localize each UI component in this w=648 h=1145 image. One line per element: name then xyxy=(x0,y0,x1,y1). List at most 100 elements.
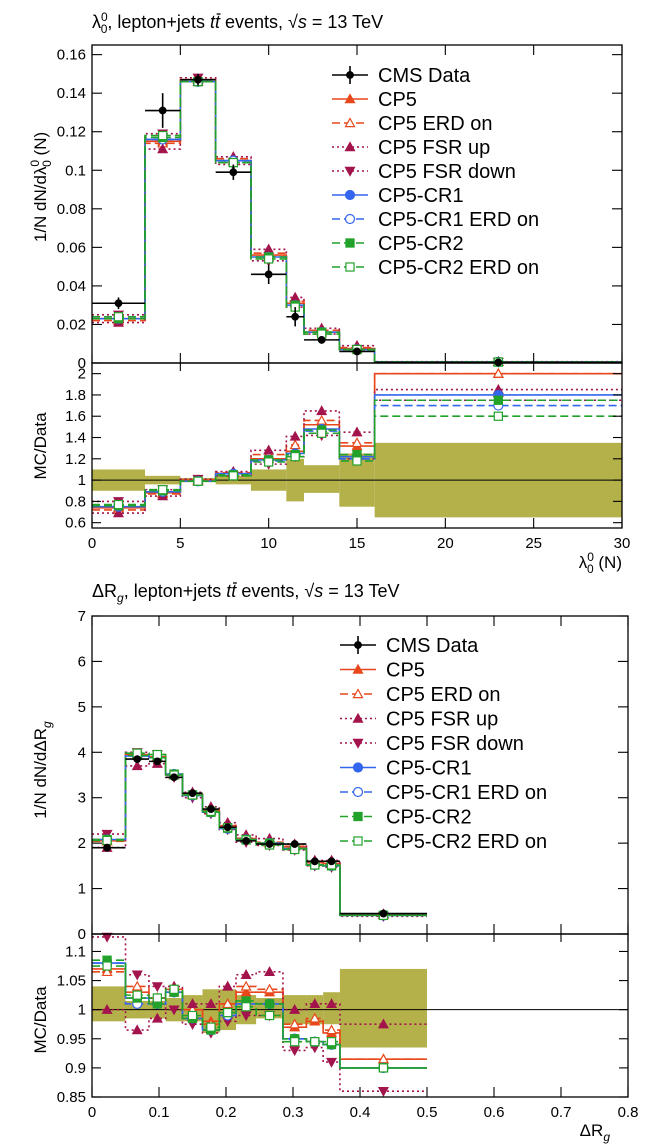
lambda-y-tick-label: 0.06 xyxy=(57,239,86,256)
lambda-legend-marker xyxy=(344,117,356,128)
deltaR-band-bin-0 xyxy=(92,986,126,1022)
lambda-band-bin-6 xyxy=(304,465,340,493)
deltaR-legend-entry-cr1: CP5-CR1 xyxy=(340,758,472,780)
deltaR-x-tick-label: 0.6 xyxy=(484,1104,505,1121)
lambda-x-tick-label: 0 xyxy=(88,535,96,552)
lambda-x-tick-label: 5 xyxy=(176,535,184,552)
deltaR-cp5_erd-ratio-point-9 xyxy=(289,1018,301,1029)
lambda-cr2_erd-ratio-point-6 xyxy=(317,428,327,438)
deltaR-fsr_up-ratio-point-0 xyxy=(101,1003,113,1014)
lambda-y-tick-label: 0.08 xyxy=(57,201,86,218)
deltaR-cr2_erd-ratio-point-3 xyxy=(169,984,179,994)
lambda-cp5-main-line xyxy=(92,78,622,363)
deltaR-ratio-tick-label: 1.05 xyxy=(57,973,86,990)
lambda-ratio-tick-label: 1.4 xyxy=(65,430,86,447)
deltaR-cr2_erd-ratio-point-4 xyxy=(187,1010,198,1021)
lambda-x-axis-label: λ0 0 (N) xyxy=(579,550,622,576)
deltaR-data-point-11 xyxy=(327,857,336,866)
deltaR-ratio-axis-label: MC/Data xyxy=(31,986,50,1054)
deltaR-fsr_up-ratio-point-11 xyxy=(326,998,338,1009)
deltaR-cr2_erd-ratio-line xyxy=(92,965,427,1069)
deltaR-cr1-main-line xyxy=(92,755,427,917)
deltaR-cp5_erd-ratio-point-11 xyxy=(326,1024,338,1035)
lambda-x-tick-label: 10 xyxy=(260,535,277,552)
lambda-ratio-tick-label: 2 xyxy=(78,366,86,383)
deltaR-cp5-ratio-point-7 xyxy=(240,986,252,997)
deltaR-axes: 0 0.1 0.2 0.3 0.4 0.5 0.6 0.7 0.8 0 1 2 3 4 5 6 7 0.85 0.9… xyxy=(57,608,639,1121)
lambda-cr2_erd-point-1 xyxy=(158,130,168,141)
deltaR-legend-marker xyxy=(352,762,364,773)
deltaR-cp5_erd-ratio-point-10 xyxy=(309,1012,321,1023)
lambda-legend-label: CP5 ERD on xyxy=(378,113,493,135)
deltaR-legend-entry-fsr_up: CP5 FSR up xyxy=(340,709,498,731)
deltaR-cr2_erd-ratio-point-2 xyxy=(152,993,162,1003)
lambda-data-point-1 xyxy=(158,106,167,115)
deltaR-x-tick-label: 0.7 xyxy=(551,1104,572,1121)
deltaR-fsr_up-ratio-point-5 xyxy=(205,998,217,1009)
lambda-ratio-tick-label: 0.8 xyxy=(65,493,86,510)
deltaR-fsr_up-ratio-point-12 xyxy=(377,1018,389,1029)
deltaR-cp5-main-line xyxy=(92,753,427,916)
deltaR-y-tick-label: 2 xyxy=(78,835,86,852)
deltaR-cr2_erd-ratio-point-7 xyxy=(241,1002,251,1012)
lambda-cr2_erd-ratio-point-8 xyxy=(493,411,503,421)
lambda-data-point-0 xyxy=(114,299,123,308)
deltaR-band-bin-12 xyxy=(339,968,427,1048)
deltaR-fsr_up-ratio-point-7 xyxy=(240,969,252,979)
lambda-y-tick-label: 0 xyxy=(78,355,86,372)
lambda-legend-entry-fsr_down: CP5 FSR down xyxy=(332,161,516,183)
lambda-x-tick-label: 30 xyxy=(614,535,631,552)
lambda-legend-marker xyxy=(345,262,355,272)
lambda-ratio-tick-label: 1.6 xyxy=(65,408,86,425)
deltaR-cp5_erd-main-line xyxy=(92,753,427,916)
lambda-y-tick-label: 0.14 xyxy=(57,85,86,102)
deltaR-legend-entry-cr1_erd: CP5-CR1 ERD on xyxy=(340,782,547,804)
lambda-fsr_up-ratio-point-5 xyxy=(289,430,301,441)
deltaR-legend-label: CP5 ERD on xyxy=(386,684,501,706)
deltaR-cr2-ratio-point-8 xyxy=(264,999,275,1009)
deltaR-cp5_erd-ratio-point-0 xyxy=(101,966,113,977)
deltaR-data-point-8 xyxy=(265,840,274,848)
lambda-data-point-6 xyxy=(317,335,326,344)
lambda-legend-label: CP5-CR2 ERD on xyxy=(378,257,539,279)
lambda-cr2_erd-point-0 xyxy=(113,312,124,322)
lambda-data-point-3 xyxy=(229,168,238,177)
lambda-cr2_erd-ratio-point-0 xyxy=(113,499,124,510)
deltaR-data-point-6 xyxy=(223,823,232,832)
deltaR-legend-entry-cp5_erd: CP5 ERD on xyxy=(340,684,501,706)
deltaR-x-tick-label: 0.8 xyxy=(618,1104,639,1121)
deltaR-fsr_down-ratio-point-2 xyxy=(151,982,163,993)
lambda-plot: 0 5 10 15 20 25 30 0 0.02 0.04 0.06 0.08 0.1 0.12 0.14… xyxy=(57,44,631,552)
lambda-cr2_erd-ratio-point-1 xyxy=(158,485,168,495)
deltaR-legend-entry-cp5: CP5 xyxy=(340,660,425,682)
deltaR-fsr_up-ratio-point-4 xyxy=(186,998,199,1009)
deltaR-legend-marker xyxy=(354,641,362,649)
deltaR-legend-label: CP5-CR2 xyxy=(386,807,472,829)
deltaR-fsr_up-main-line xyxy=(92,762,427,915)
deltaR-y-tick-label: 7 xyxy=(78,608,86,625)
deltaR-legend-label: CP5 FSR up xyxy=(386,709,498,731)
lambda-ratio-axis-label: MC/Data xyxy=(31,412,50,480)
lambda-fsr_up-ratio-point-7 xyxy=(351,426,363,437)
deltaR-fsr_up-ratio-point-8 xyxy=(264,966,276,977)
deltaR-cr2_erd-ratio-point-12 xyxy=(378,1063,389,1073)
deltaR-cp5_erd-ratio-point-8 xyxy=(264,983,276,994)
deltaR-cp5_erd-ratio-point-6 xyxy=(222,998,234,1009)
deltaR-data-point-10 xyxy=(310,857,319,866)
deltaR-cr2_erd-ratio-point-10 xyxy=(310,1037,320,1047)
deltaR-fsr_down-ratio-point-11 xyxy=(326,1057,338,1068)
lambda-y-tick-label: 0.1 xyxy=(65,162,86,179)
deltaR-y-tick-label: 3 xyxy=(78,790,86,807)
lambda-legend-marker xyxy=(346,71,354,79)
deltaR-cr2_erd-ratio-point-1 xyxy=(132,990,142,1000)
deltaR-fsr_down-ratio-point-12 xyxy=(377,1086,389,1097)
deltaR-legend-label: CP5 FSR down xyxy=(386,733,524,755)
lambda-fsr_up-point-1 xyxy=(157,143,169,154)
deltaR-fsr_up-point-1 xyxy=(131,760,143,771)
lambda-series-data xyxy=(92,73,622,367)
lambda-legend-entry-fsr_up: CP5 FSR up xyxy=(332,137,490,159)
deltaR-x-tick-label: 0.3 xyxy=(283,1104,304,1121)
svg-text:MC/Data: MC/Data xyxy=(31,986,50,1054)
deltaR-cr2_erd-point-0 xyxy=(102,835,112,846)
deltaR-fsr_up-ratio-point-1 xyxy=(131,1024,143,1035)
